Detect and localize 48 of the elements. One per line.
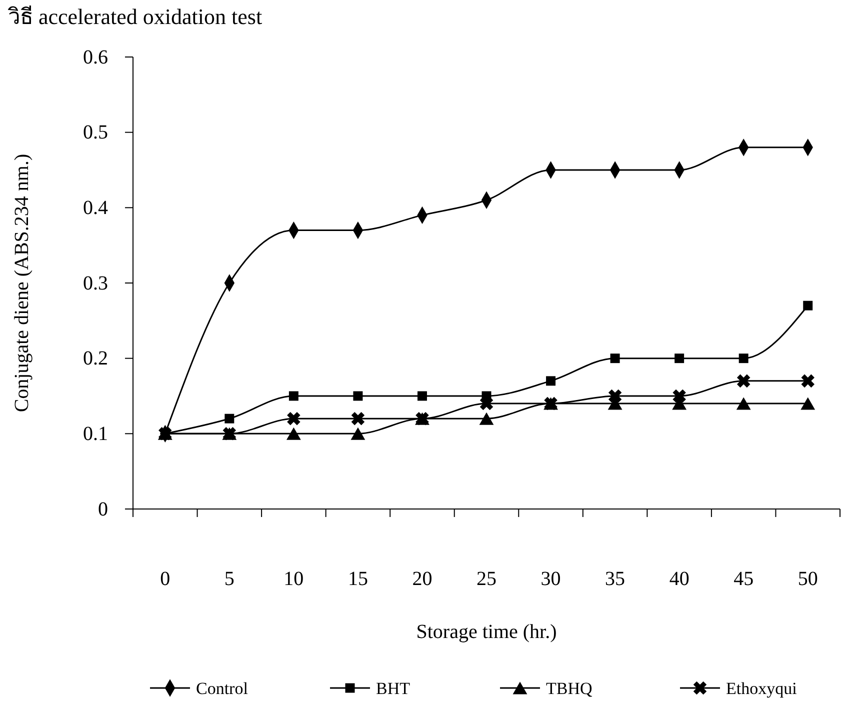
point — [286, 427, 301, 440]
point — [608, 397, 622, 410]
legend-label: TBHQ — [546, 679, 592, 698]
x-tick-label: 50 — [798, 568, 818, 590]
point — [610, 354, 620, 364]
x-tick-label: 40 — [669, 568, 690, 590]
x-tick-label: 20 — [412, 568, 432, 590]
point — [738, 354, 748, 364]
y-tick-label: 0.2 — [83, 348, 108, 370]
point — [672, 397, 687, 410]
point — [224, 414, 234, 424]
x-tick-label: 30 — [540, 568, 561, 590]
x-axis-title: Storage time (hr.) — [416, 621, 557, 643]
x-tick-label: 10 — [284, 568, 304, 590]
y-tick-label: 0 — [98, 498, 108, 520]
chart-title: วิธี accelerated oxidation test — [7, 4, 262, 29]
x-tick-label: 0 — [160, 568, 170, 590]
point — [353, 391, 363, 401]
legend-label: Control — [196, 679, 248, 698]
y-tick-label: 0.1 — [83, 423, 108, 446]
point — [288, 391, 298, 401]
x-tick-label: 15 — [348, 568, 368, 590]
x-tick-label: 25 — [476, 568, 496, 590]
point — [801, 374, 814, 388]
x-tick-label: 5 — [224, 568, 234, 590]
point — [608, 389, 622, 403]
point — [351, 412, 365, 426]
point — [736, 397, 751, 410]
y-tick-label: 0.6 — [83, 46, 108, 68]
point — [417, 391, 427, 401]
point — [287, 412, 300, 426]
point — [350, 427, 366, 440]
point — [736, 374, 750, 388]
point — [546, 376, 556, 386]
legend-label: Ethoxyqui — [726, 679, 798, 698]
point — [480, 396, 494, 410]
point — [672, 389, 686, 403]
x-tick-label: 45 — [734, 568, 754, 590]
point — [674, 354, 684, 364]
point — [800, 397, 816, 410]
y-axis-title: Conjugate diene (ABS.234 nm.) — [11, 154, 33, 412]
y-tick-label: 0.3 — [83, 272, 108, 294]
y-tick-label: 0.4 — [83, 197, 108, 220]
point — [803, 300, 813, 310]
y-tick-label: 0.5 — [83, 122, 108, 144]
legend-label: BHT — [376, 679, 411, 698]
point — [479, 412, 494, 425]
x-tick-label: 35 — [605, 568, 626, 590]
